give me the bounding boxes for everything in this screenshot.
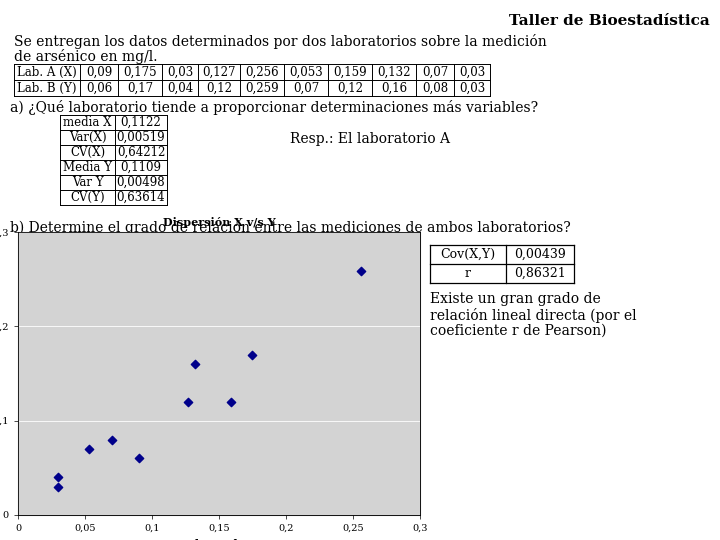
Point (53, 473, 64, 482)
X-axis label: Valores de X: Valores de X (180, 538, 258, 540)
Text: b) Determine el grado de relación entre las mediciones de ambos laboratorios?: b) Determine el grado de relación entre … (10, 220, 571, 235)
Text: 0,00498: 0,00498 (117, 176, 166, 189)
Text: 0,03: 0,03 (459, 82, 485, 94)
Text: 0,08: 0,08 (422, 82, 448, 94)
Point (225, 397, 237, 406)
Text: 0,12: 0,12 (337, 82, 363, 94)
Text: 0,04: 0,04 (167, 82, 193, 94)
Text: Existe un gran grado de: Existe un gran grado de (430, 292, 600, 306)
Text: Lab. A (X): Lab. A (X) (17, 65, 77, 78)
Point (84, 444, 95, 453)
Text: 0,09: 0,09 (86, 65, 112, 78)
Text: 0,06: 0,06 (86, 82, 112, 94)
Text: 0,256: 0,256 (246, 65, 279, 78)
Title: Dispersión X v/s Y: Dispersión X v/s Y (163, 218, 275, 228)
Text: 0,175: 0,175 (123, 65, 157, 78)
Point (132, 454, 144, 463)
Text: 0,07: 0,07 (293, 82, 319, 94)
Text: 0,64212: 0,64212 (117, 146, 165, 159)
Text: Resp.: El laboratorio A: Resp.: El laboratorio A (290, 132, 450, 146)
Text: 0,159: 0,159 (333, 65, 366, 78)
Text: 0,07: 0,07 (422, 65, 448, 78)
Text: CV(X): CV(X) (70, 146, 105, 159)
Text: Lab. B (Y): Lab. B (Y) (17, 82, 77, 94)
Text: 0,1122: 0,1122 (121, 116, 161, 129)
Text: Media Y: Media Y (63, 161, 112, 174)
Text: 0,1109: 0,1109 (120, 161, 161, 174)
Text: 0,127: 0,127 (202, 65, 235, 78)
Text: 0,63614: 0,63614 (117, 191, 166, 204)
Text: 0,16: 0,16 (381, 82, 407, 94)
Text: Var Y: Var Y (72, 176, 103, 189)
Text: r: r (465, 267, 471, 280)
Point (247, 350, 258, 359)
Text: Var(X): Var(X) (68, 131, 107, 144)
Text: coeficiente r de Pearson): coeficiente r de Pearson) (430, 324, 606, 338)
Bar (18, 232, 420, 515)
Text: 0,03: 0,03 (167, 65, 193, 78)
Text: 0,053: 0,053 (289, 65, 323, 78)
Point (53, 482, 64, 491)
Text: Se entregan los datos determinados por dos laboratorios sobre la medición: Se entregan los datos determinados por d… (14, 34, 546, 49)
Point (106, 435, 117, 444)
Text: a) ¿Qué laboratorio tiende a proporcionar determinaciones más variables?: a) ¿Qué laboratorio tiende a proporciona… (10, 100, 538, 115)
Text: 0,86321: 0,86321 (514, 267, 566, 280)
Text: de arsénico en mg/l.: de arsénico en mg/l. (14, 49, 158, 64)
Text: 0,17: 0,17 (127, 82, 153, 94)
Text: Taller de Bioestadística: Taller de Bioestadística (509, 14, 710, 28)
Text: 0,03: 0,03 (459, 65, 485, 78)
Text: 0,00439: 0,00439 (514, 248, 566, 261)
Point (355, 266, 366, 275)
Text: 0,259: 0,259 (246, 82, 279, 94)
Point (182, 397, 194, 406)
Text: 0,12: 0,12 (206, 82, 232, 94)
Point (189, 360, 201, 368)
Text: 0,00519: 0,00519 (117, 131, 166, 144)
Text: relación lineal directa (por el: relación lineal directa (por el (430, 308, 636, 323)
Text: Cov(X,Y): Cov(X,Y) (441, 248, 495, 261)
Text: CV(Y): CV(Y) (70, 191, 105, 204)
Text: 0,132: 0,132 (377, 65, 410, 78)
Text: media X: media X (63, 116, 112, 129)
